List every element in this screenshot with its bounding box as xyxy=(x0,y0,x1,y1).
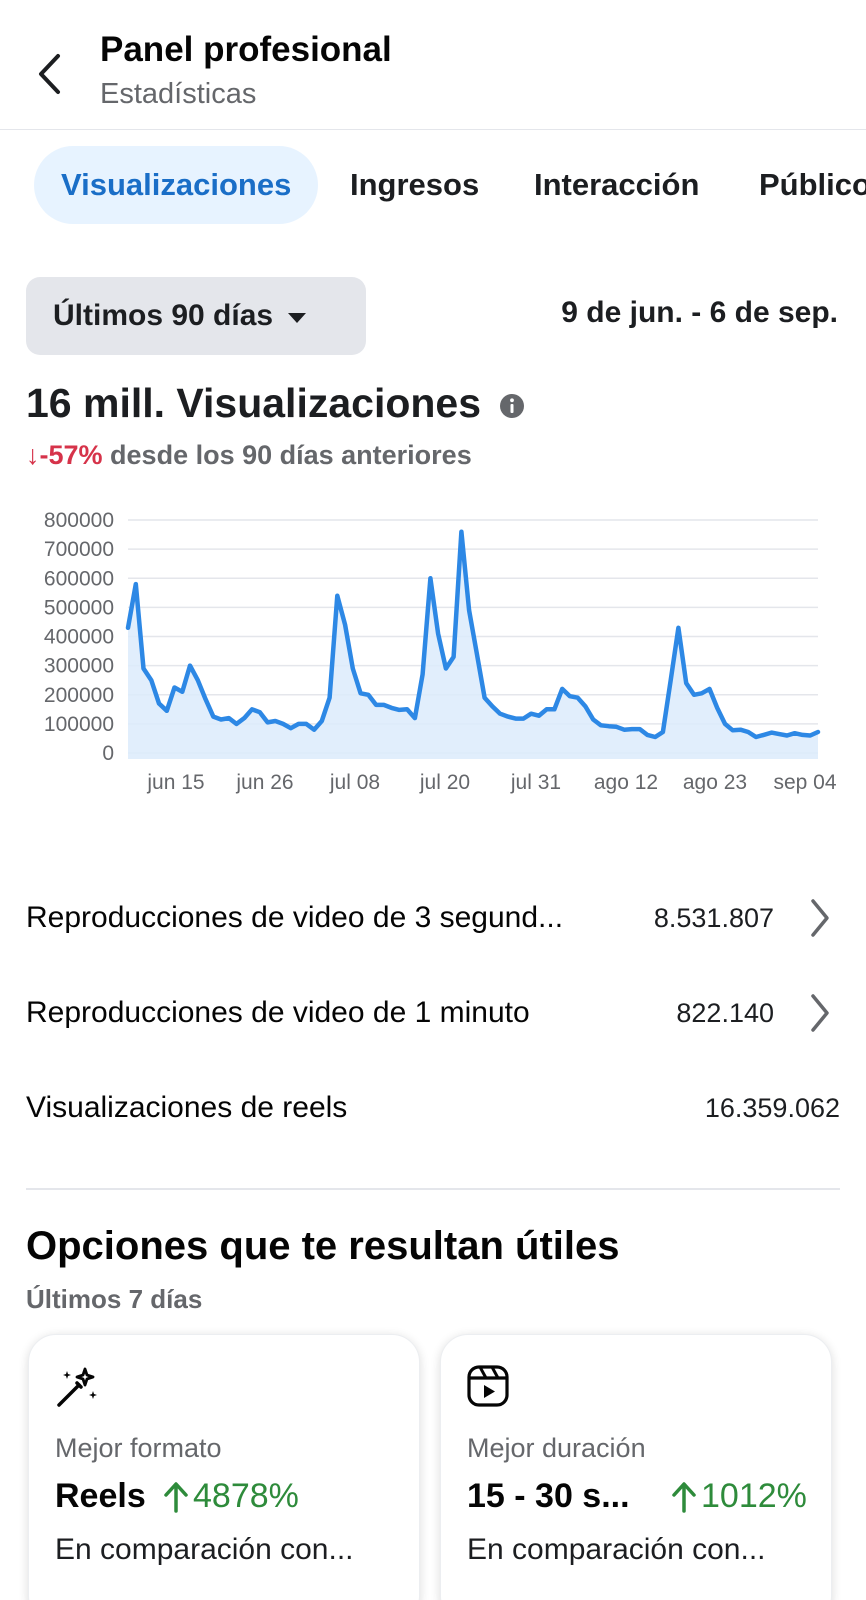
x-tick-label: jun 15 xyxy=(146,771,204,794)
card-percent-value: 1012% xyxy=(701,1477,807,1515)
tab-publico[interactable]: Público xyxy=(759,167,866,202)
reels-icon xyxy=(467,1365,509,1407)
stat-value: 16.359.062 xyxy=(704,1092,840,1123)
tab-visualizaciones[interactable]: Visualizaciones xyxy=(34,146,319,224)
card-description: En comparación con... xyxy=(467,1533,766,1566)
page-subtitle: Estadísticas xyxy=(100,78,257,110)
stat-row-1min-video[interactable]: Reproducciones de video de 1 minuto 822.… xyxy=(26,983,840,1043)
series-line xyxy=(125,529,821,740)
info-icon[interactable] xyxy=(499,393,525,419)
date-range-dropdown[interactable]: Últimos 90 días xyxy=(26,277,366,355)
stat-row-reels-views: Visualizaciones de reels 16.359.062 xyxy=(26,1078,840,1138)
back-button[interactable] xyxy=(28,48,72,100)
x-tick-label: sep 04 xyxy=(773,771,836,794)
x-tick-label: jul 20 xyxy=(419,771,470,794)
x-tick-label: jul 08 xyxy=(329,771,380,794)
caret-down-icon xyxy=(288,313,307,323)
tab-bar: Visualizaciones Ingresos Interacción Púb… xyxy=(0,146,866,224)
x-tick-label: ago 12 xyxy=(594,771,658,794)
tab-ingresos[interactable]: Ingresos xyxy=(350,167,480,202)
stat-value: 822.140 xyxy=(676,997,774,1028)
y-tick-label: 600000 xyxy=(44,567,114,590)
best-duration-card[interactable]: Mejor duración 15 - 30 s... 1012% En com… xyxy=(440,1334,832,1600)
card-percent-value: 4878% xyxy=(193,1477,299,1515)
y-tick-label: 100000 xyxy=(44,713,114,736)
stat-row-3s-video[interactable]: Reproducciones de video de 3 segund... 8… xyxy=(26,888,840,948)
card-value: Reels xyxy=(55,1477,146,1515)
series-area xyxy=(128,531,818,759)
stat-label: Reproducciones de video de 3 segund... xyxy=(26,901,564,934)
card-value: 15 - 30 s... xyxy=(467,1477,630,1515)
section-divider xyxy=(26,1188,840,1190)
section-subtitle: Últimos 7 días xyxy=(26,1284,203,1314)
card-percent: 4878% xyxy=(163,1477,299,1516)
stat-value: 8.531.807 xyxy=(653,902,774,933)
x-tick-label: jul 31 xyxy=(510,771,561,794)
x-tick-label: ago 23 xyxy=(683,771,747,794)
chevron-right-icon xyxy=(811,994,829,1032)
x-tick-label: jun 26 xyxy=(235,771,293,794)
date-range-text: 9 de jun. - 6 de sep. xyxy=(561,296,838,329)
views-chart: 800000 700000 600000 500000 400000 300000 2000… xyxy=(44,509,837,794)
chevron-right-icon xyxy=(811,899,829,937)
metric-title-text: 16 mill. Visualizaciones xyxy=(26,380,482,426)
y-tick-label: 800000 xyxy=(44,509,114,532)
card-label: Mejor formato xyxy=(55,1433,222,1463)
stat-label: Reproducciones de video de 1 minuto xyxy=(26,996,530,1029)
y-tick-label: 500000 xyxy=(44,596,114,619)
magic-wand-icon xyxy=(57,1367,97,1407)
best-format-card[interactable]: Mejor formato Reels 4878% En comparación… xyxy=(28,1334,420,1600)
app-header: Panel profesional Estadísticas xyxy=(0,0,866,130)
metric-change: ↓-57% desde los 90 días anteriores xyxy=(26,440,472,471)
arrow-up-icon xyxy=(672,1481,696,1513)
y-tick-label: 200000 xyxy=(44,684,114,707)
stat-label: Visualizaciones de reels xyxy=(26,1091,348,1124)
y-tick-label: 700000 xyxy=(44,538,114,561)
card-label: Mejor duración xyxy=(467,1433,646,1463)
page-title: Panel profesional xyxy=(100,30,392,69)
tab-interaccion[interactable]: Interacción xyxy=(534,167,700,202)
y-tick-label: 0 xyxy=(102,742,114,765)
card-percent: 1012% xyxy=(671,1477,807,1516)
change-percent: ↓-57% xyxy=(26,440,103,470)
chevron-left-icon xyxy=(39,54,60,94)
arrow-up-icon xyxy=(164,1481,188,1513)
date-range-dropdown-label: Últimos 90 días xyxy=(53,299,274,332)
metric-title: 16 mill. Visualizaciones xyxy=(26,380,525,427)
card-description: En comparación con... xyxy=(55,1533,354,1566)
change-description: desde los 90 días anteriores xyxy=(110,440,472,470)
y-tick-label: 400000 xyxy=(44,626,114,649)
section-title: Opciones que te resultan útiles xyxy=(26,1224,620,1268)
y-tick-label: 300000 xyxy=(44,655,114,678)
